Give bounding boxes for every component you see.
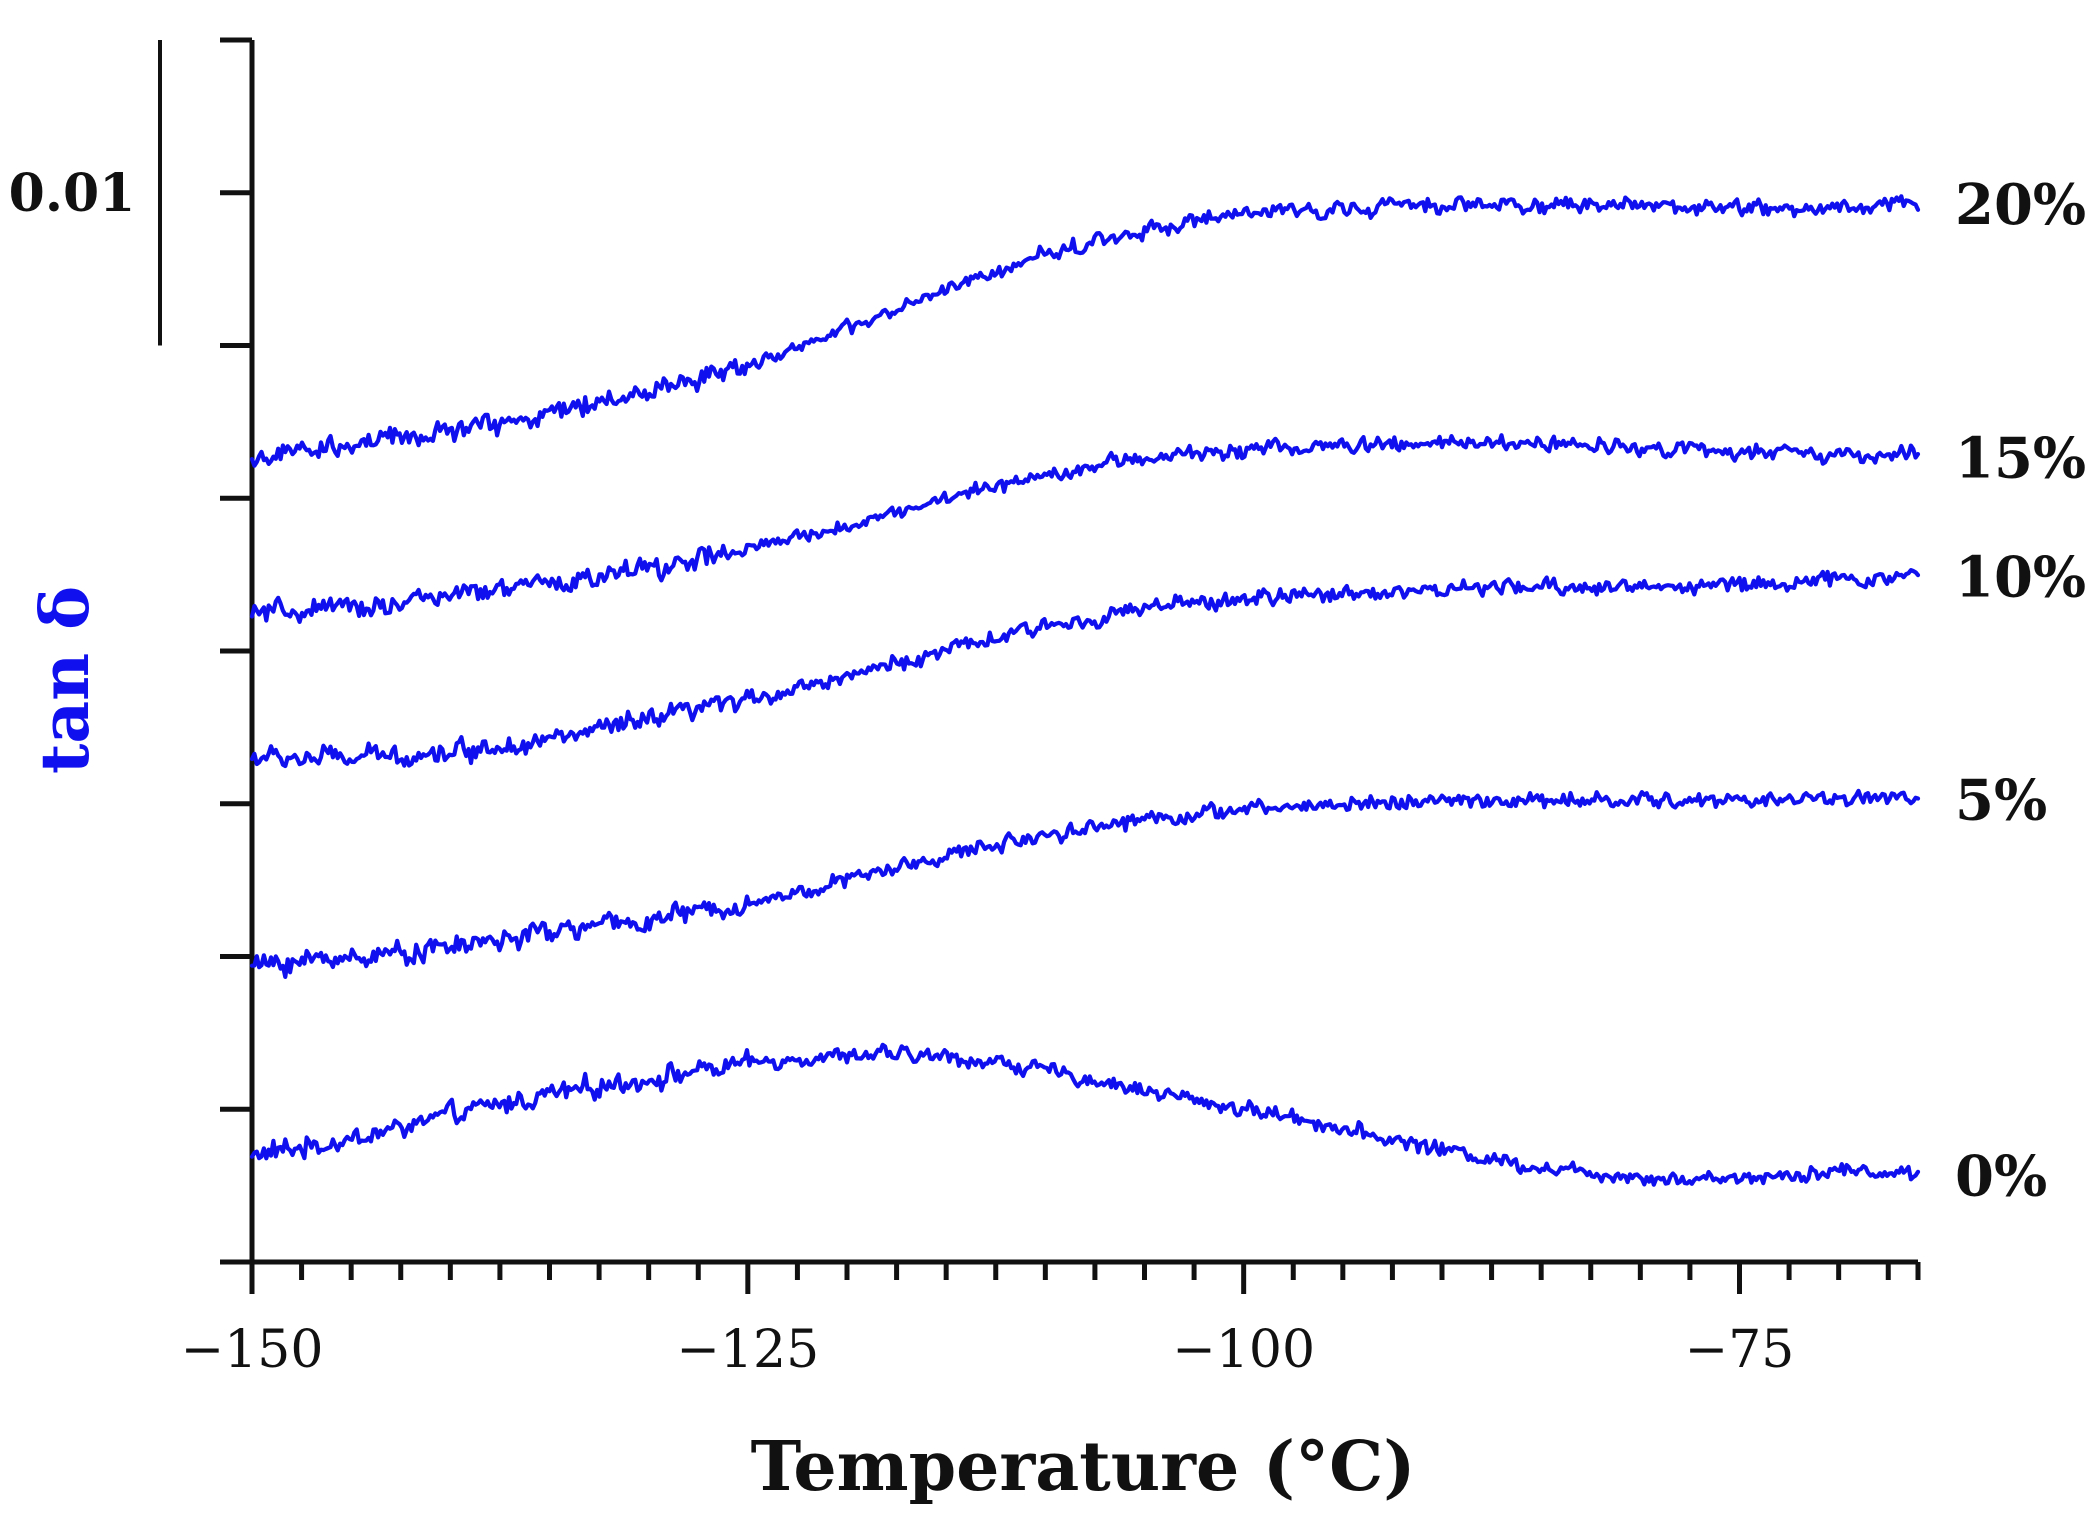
series-line-0pct — [249, 1042, 1921, 1187]
series-label-10pct: 10% — [1955, 545, 2086, 611]
axes-group — [158, 37, 1921, 1294]
series-group — [249, 194, 1921, 1187]
x-axis-label: Temperature (°C) — [751, 1427, 1416, 1507]
x-tick-label-3: −75 — [1685, 1320, 1795, 1380]
x-tick-label-1: −125 — [676, 1320, 819, 1380]
x-tick-label-0: −150 — [181, 1320, 324, 1380]
scale-bar-label: 0.01 — [9, 163, 136, 224]
series-label-15pct: 15% — [1955, 425, 2086, 491]
series-label-20pct: 20% — [1955, 172, 2086, 238]
series-line-15pct — [249, 433, 1921, 624]
series-label-5pct: 5% — [1955, 768, 2047, 834]
y-axis-label: tan δ — [26, 586, 104, 774]
series-line-5pct — [249, 788, 1921, 979]
series-label-0pct: 0% — [1955, 1143, 2047, 1209]
x-tick-label-2: −100 — [1172, 1320, 1315, 1380]
series-line-20pct — [249, 194, 1921, 468]
labels-group: −150 −125 −100 −75 Temperature (°C) tan δ 0.01… — [9, 163, 2086, 1507]
series-line-10pct — [249, 568, 1921, 769]
